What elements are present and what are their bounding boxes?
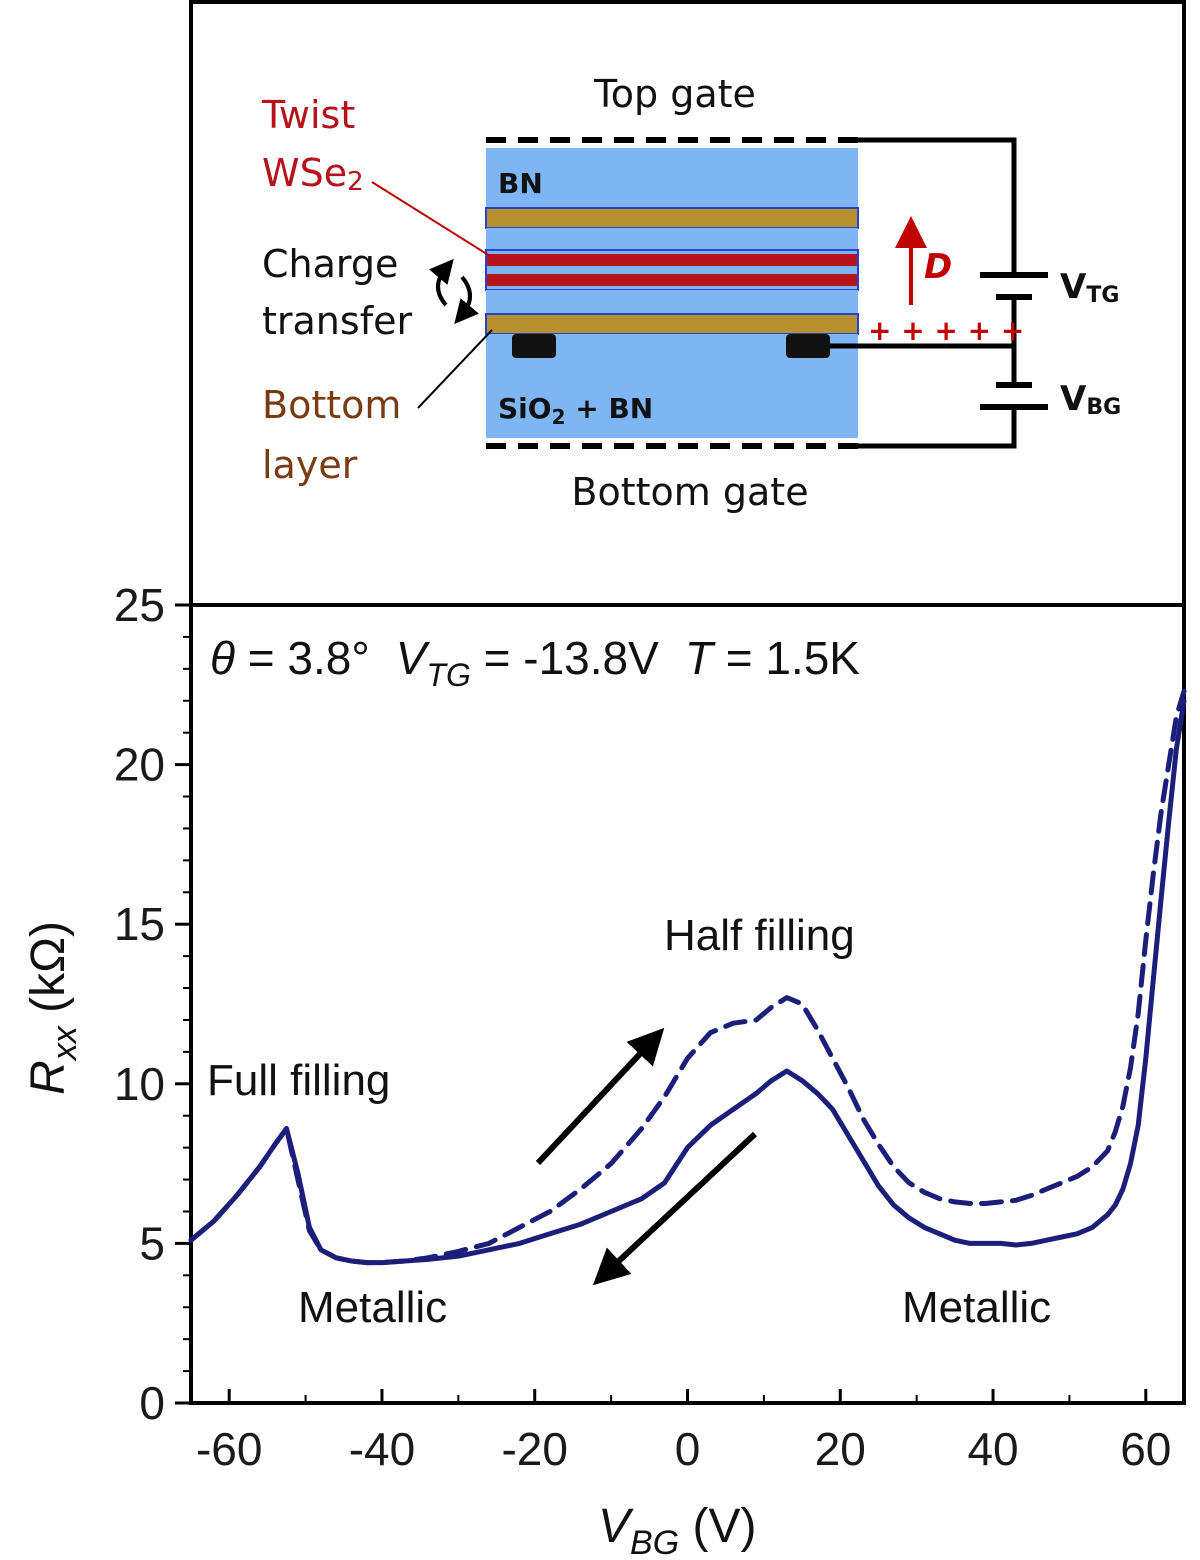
bn-gap-dielectric <box>486 290 858 314</box>
vbg-subscript: BG <box>1086 395 1121 420</box>
wse2-subscript: 2 <box>347 167 364 197</box>
bottom-charge-layer <box>485 313 859 335</box>
series-forward-dashed <box>188 688 1187 1266</box>
sio2-bn-label: SiO2 + BN <box>498 392 653 429</box>
x-tick-label: -20 <box>501 1423 567 1475</box>
vtg-symbol: V <box>396 632 431 684</box>
forward-sweep-arrow <box>535 1027 665 1166</box>
x-tick-label: 40 <box>967 1423 1018 1475</box>
full-filling-annotation: Full filling <box>207 1056 390 1105</box>
contact-left <box>512 334 556 358</box>
x-axis-symbol: V <box>598 1500 634 1553</box>
metallic-left-annotation: Metallic <box>298 1283 447 1332</box>
x-tick-label: -40 <box>349 1423 415 1475</box>
theta-symbol: θ <box>210 632 235 684</box>
top-gate-label: Top gate <box>593 72 756 116</box>
y-axis-symbol: R <box>22 1060 75 1095</box>
metallic-right-annotation: Metallic <box>902 1283 1051 1332</box>
backward-sweep-arrow <box>592 1131 758 1286</box>
y-tick-label: 10 <box>114 1058 165 1110</box>
charge-transfer-arrow-up <box>429 258 454 307</box>
bottom-layer-line2: layer <box>262 443 358 487</box>
twist-label-line2: WSe2 <box>262 151 364 197</box>
bottom-layer-pointer-line <box>417 329 493 409</box>
bn-top-dielectric <box>486 148 858 218</box>
vtg-subscript: TG <box>1086 283 1119 308</box>
temp-symbol: T <box>685 632 716 684</box>
vtg-label: VTG <box>1060 267 1119 308</box>
displacement-field-label: D <box>924 247 952 287</box>
data-curves <box>188 688 1187 1266</box>
y-tick-label: 5 <box>139 1217 165 1269</box>
y-tick-label: 15 <box>114 898 165 950</box>
device-schematic: Top gate BN SiO2 + BN Bottom gate VTG VB… <box>261 72 1121 514</box>
contact-right <box>786 334 830 358</box>
circuit-wire <box>830 137 1017 449</box>
twist-pointer-line <box>371 181 491 257</box>
bn-middle-dielectric <box>486 228 858 250</box>
twist-wse2-sheet-2 <box>487 274 857 286</box>
series-backward-solid <box>188 698 1187 1266</box>
vbg-label: VBG <box>1060 379 1121 420</box>
twist-label-line1: Twist <box>261 93 355 137</box>
x-axis-subscript: BG <box>630 1524 679 1555</box>
vtg-header-subscript: TG <box>426 657 470 693</box>
charge-transfer-line1: Charge <box>262 242 398 286</box>
bottom-layer-line1: Bottom <box>262 383 401 427</box>
x-tick-label: 60 <box>1120 1423 1171 1475</box>
charge-transfer-arrow-down <box>454 275 479 325</box>
y-tick-label: 0 <box>139 1377 165 1429</box>
x-tick-label: 0 <box>675 1423 701 1475</box>
half-filling-annotation: Half filling <box>664 911 855 960</box>
chart-header: θ = 3.8° VTG = -13.8V T = 1.5K <box>210 632 860 693</box>
bottom-gate-label: Bottom gate <box>571 470 808 514</box>
twist-wse2-sheet-1 <box>487 254 857 266</box>
axis-ticks: -60 -40 -20 0 20 40 60 0 5 10 15 20 25 <box>114 579 1172 1475</box>
y-tick-label: 20 <box>114 739 165 791</box>
x-tick-label: -60 <box>196 1423 262 1475</box>
x-axis-label: VBG (V) <box>598 1500 756 1555</box>
x-tick-label: 20 <box>815 1423 866 1475</box>
charge-transfer-line2: transfer <box>262 299 412 343</box>
y-axis-subscript: xx <box>46 1025 84 1062</box>
positive-charges: + + + + + <box>868 314 1024 347</box>
sio2-subscript: 2 <box>552 405 566 429</box>
bn-top-label: BN <box>498 167 543 200</box>
y-axis-label: Rxx (kΩ) <box>22 921 84 1095</box>
gold-top-layer <box>485 207 859 229</box>
y-tick-label: 25 <box>114 579 165 631</box>
